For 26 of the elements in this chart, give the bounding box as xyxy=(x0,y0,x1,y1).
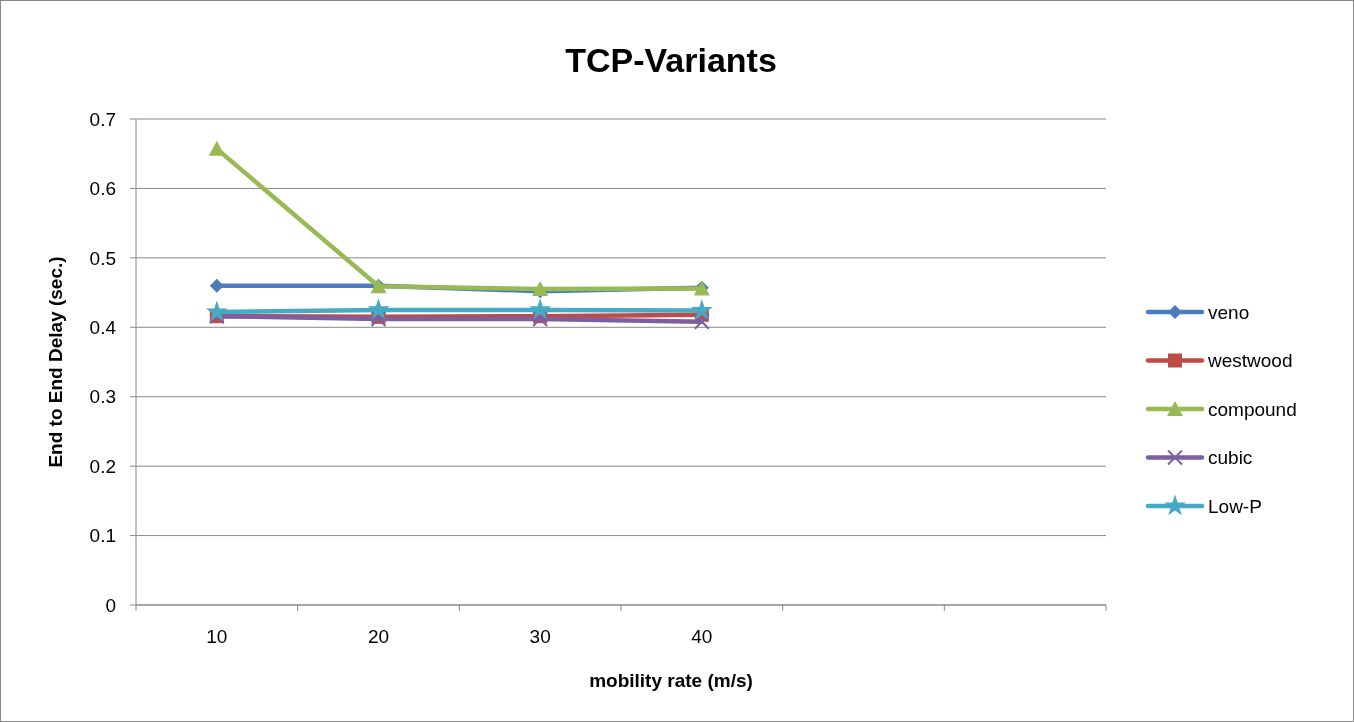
y-tick-label: 0.6 xyxy=(89,178,116,200)
legend-label: Low-P xyxy=(1208,495,1262,517)
legend-label: compound xyxy=(1208,398,1297,420)
x-tick-label: 30 xyxy=(529,626,551,647)
y-tick-label: 0 xyxy=(105,594,116,616)
point xyxy=(209,278,224,293)
y-tick-label: 0.1 xyxy=(89,525,116,547)
legend-label: westwood xyxy=(1207,350,1293,372)
x-axis-title: mobility rate (m/s) xyxy=(589,670,753,691)
x-tick-label: 10 xyxy=(206,626,228,647)
y-tick-label: 0.7 xyxy=(89,108,116,130)
point xyxy=(367,298,390,320)
legend-label: cubic xyxy=(1208,447,1253,469)
y-axis-title: End to End Delay (sec.) xyxy=(45,256,66,468)
x-tick-label: 40 xyxy=(691,626,713,647)
point xyxy=(690,299,713,320)
point xyxy=(693,313,710,330)
point xyxy=(529,298,552,320)
y-tick-label: 0.2 xyxy=(89,455,116,477)
y-tick-label: 0.5 xyxy=(89,247,116,269)
y-tick-label: 0.4 xyxy=(89,316,117,338)
legend-label: veno xyxy=(1208,301,1250,323)
point xyxy=(208,140,225,156)
x-tick-label: 20 xyxy=(367,626,390,647)
y-tick-label: 0.3 xyxy=(89,386,116,408)
chart-title: TCP-Variants xyxy=(565,41,777,79)
